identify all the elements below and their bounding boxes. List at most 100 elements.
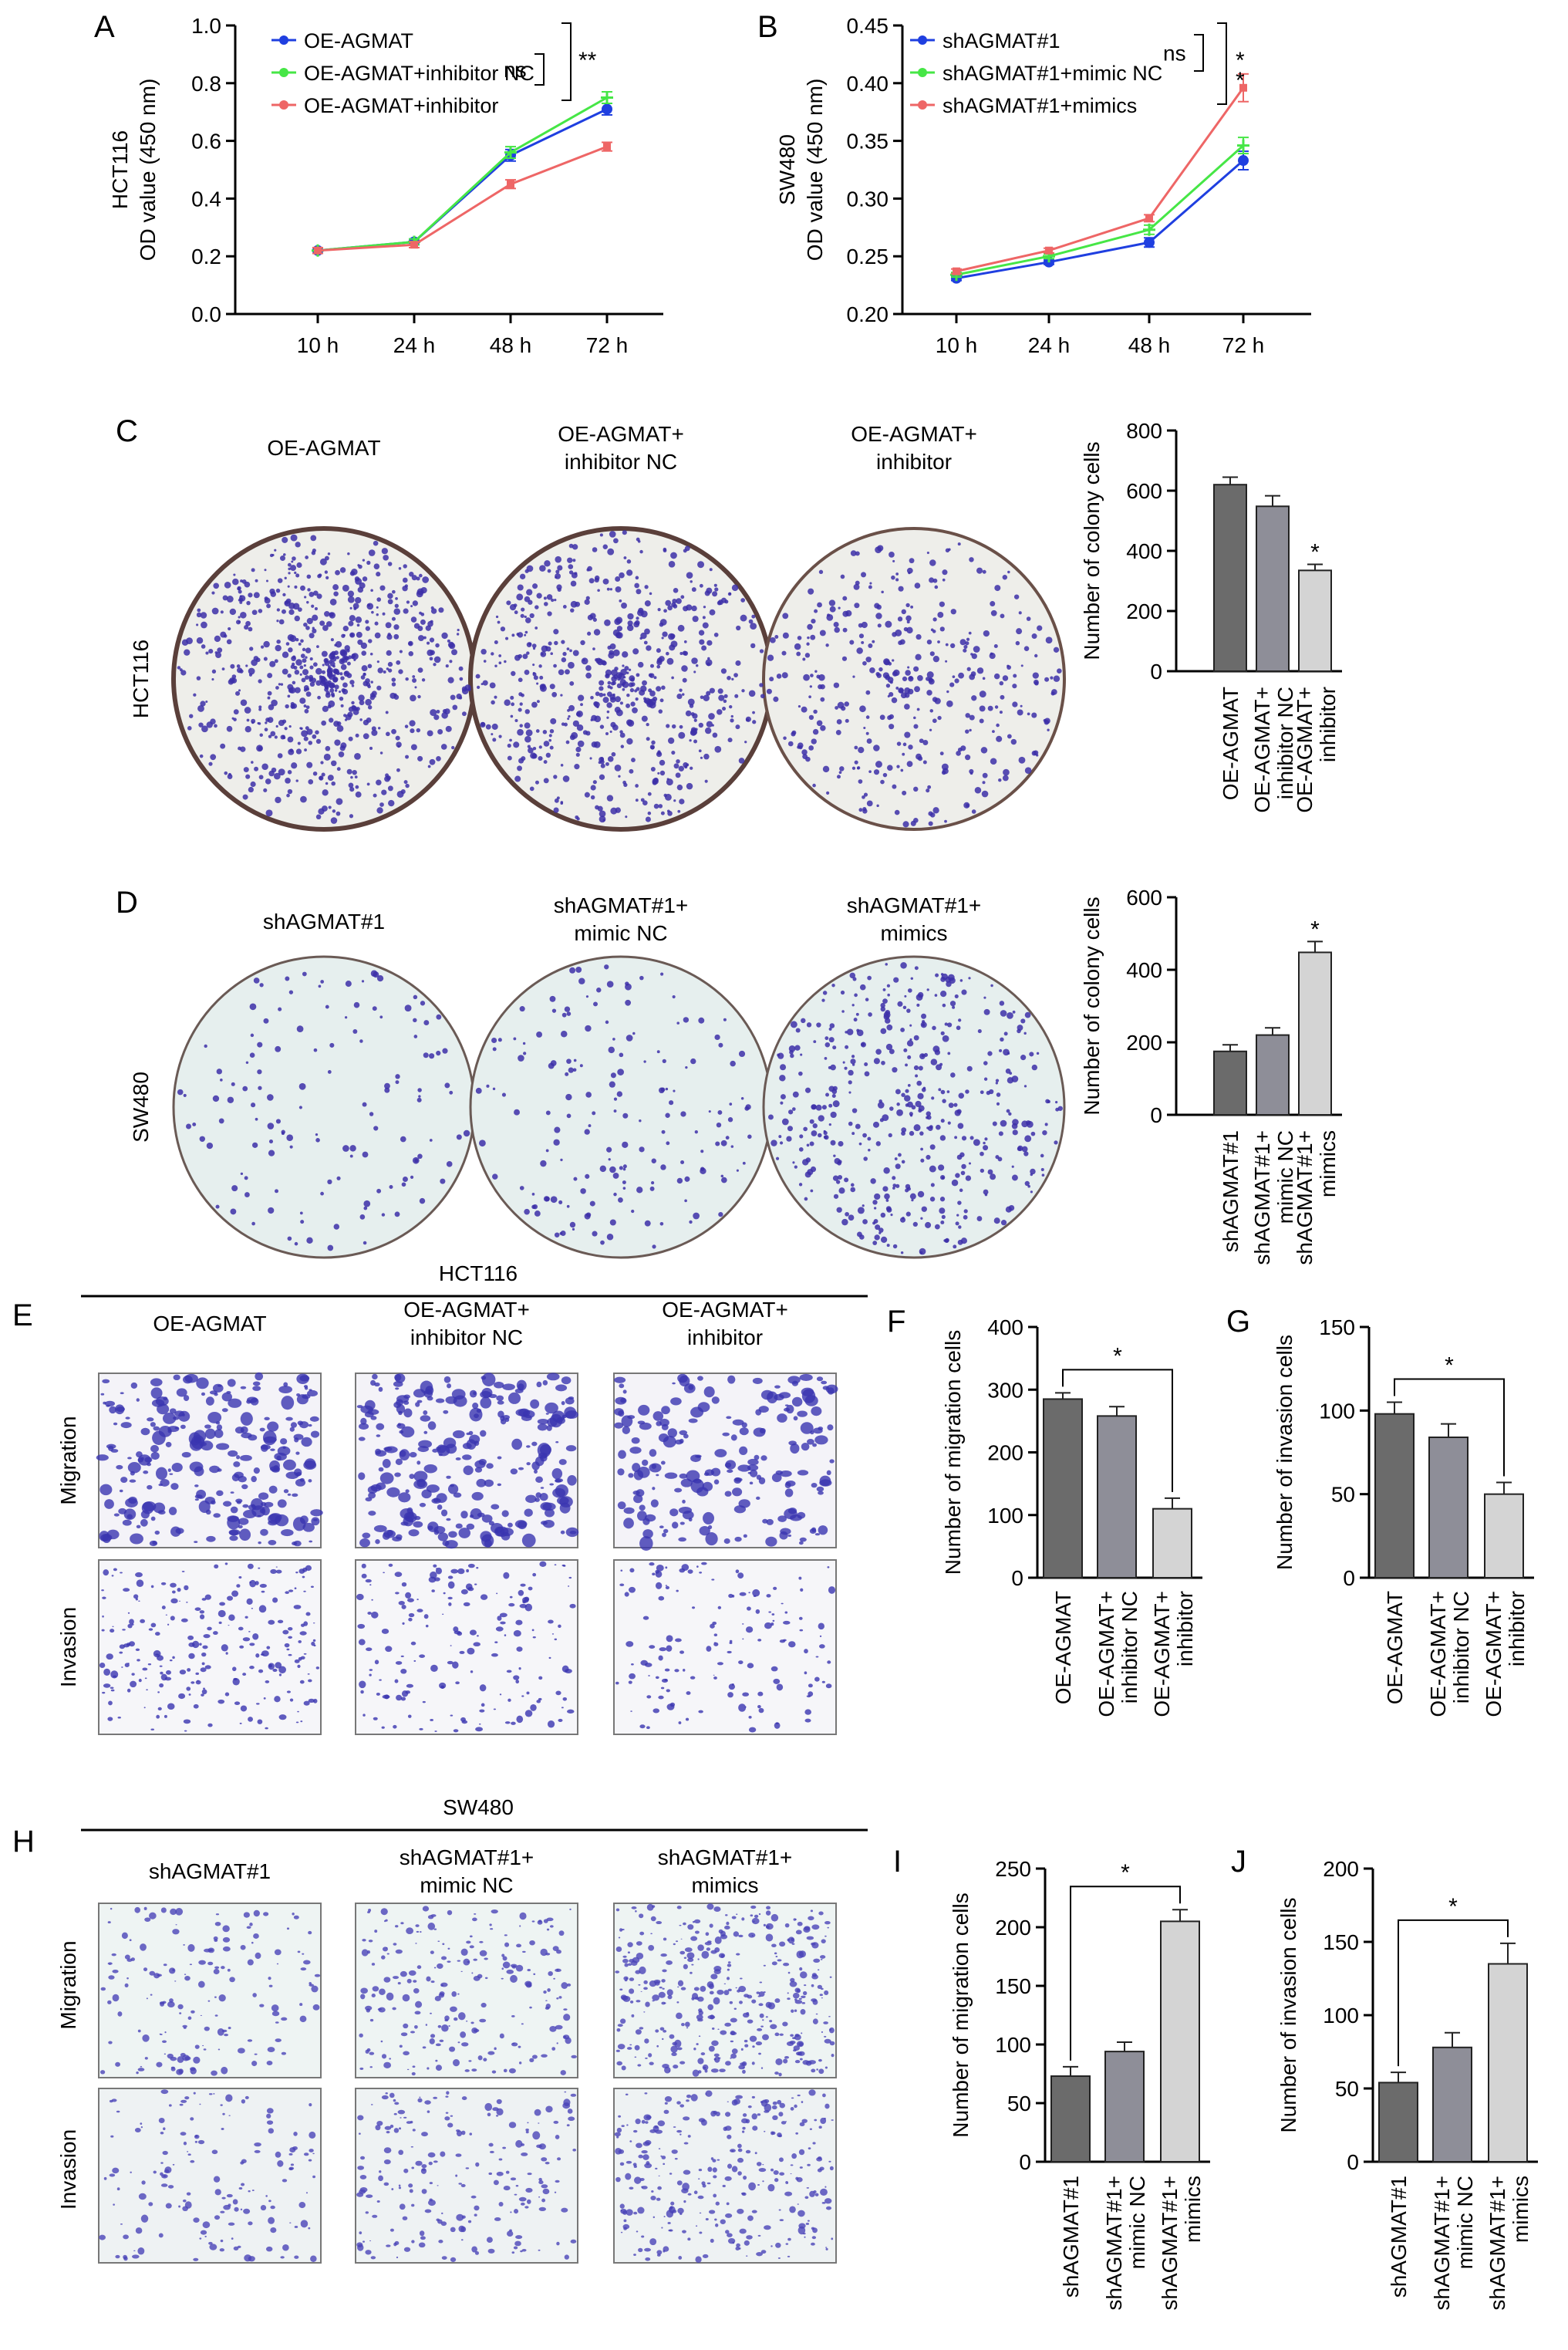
cell-dot	[502, 1383, 515, 1390]
legend-marker	[279, 35, 288, 45]
colony-dot	[510, 714, 514, 718]
colony-dot	[854, 760, 858, 765]
cell-dot	[801, 2032, 803, 2034]
cell-dot	[227, 1379, 236, 1387]
cell-dot	[639, 2027, 644, 2030]
colony-dot	[740, 598, 746, 603]
cell-dot	[281, 2051, 287, 2055]
colony-dot	[892, 1067, 898, 1073]
colony-dot	[571, 731, 578, 739]
cell-dot	[248, 1631, 251, 1633]
cell-dot	[704, 1941, 712, 1946]
cell-dot	[656, 1565, 664, 1572]
colony-dot	[798, 1147, 804, 1152]
colony-dot	[939, 1197, 946, 1202]
cell-dot	[818, 1911, 824, 1916]
colony-dot	[452, 704, 458, 711]
cell-dot	[240, 1412, 253, 1426]
colony-dot	[926, 690, 932, 696]
cell-dot	[252, 1633, 259, 1640]
cell-dot	[511, 1721, 516, 1725]
colony-dot	[730, 1060, 736, 1067]
cell-dot	[487, 2051, 495, 2055]
colony-dot	[459, 696, 463, 700]
colony-dot	[779, 1075, 786, 1082]
colony-dot	[957, 542, 961, 546]
colony-dot	[278, 1007, 282, 1011]
colony-dot	[945, 660, 948, 663]
colony-dot	[712, 732, 718, 738]
colony-dot	[1047, 1099, 1050, 1104]
cell-dot	[400, 1669, 407, 1674]
colony-dot	[498, 734, 502, 738]
cell-dot	[186, 2192, 191, 2196]
cell-dot	[558, 1996, 562, 1999]
colony-dot	[282, 668, 288, 675]
colony-dot	[759, 683, 764, 687]
cell-dot	[290, 1422, 298, 1428]
colony-dot	[663, 547, 667, 552]
colony-dot	[831, 983, 835, 988]
cell-dot	[702, 2064, 709, 2071]
cell-dot	[648, 2053, 652, 2058]
cell-dot	[513, 1675, 520, 1680]
colony-dot	[622, 1164, 627, 1169]
colony-dot	[196, 636, 204, 644]
cell-dot	[734, 1477, 743, 1482]
colony-dot	[932, 617, 937, 622]
colony-dot	[303, 664, 306, 667]
colony-dot	[838, 1187, 845, 1194]
colony-dot	[679, 688, 683, 692]
colony-dot	[1023, 646, 1030, 651]
cell-dot	[372, 2214, 378, 2218]
colony-dot	[622, 687, 626, 691]
colony-dot	[220, 610, 224, 614]
colony-dot	[524, 633, 527, 636]
y-tick-label: 0.45	[847, 14, 889, 38]
colony-dot	[882, 988, 886, 991]
colony-dot	[413, 1035, 418, 1038]
colony-dot	[1043, 718, 1047, 722]
cell-dot	[393, 2112, 397, 2115]
colony-dot	[305, 705, 310, 710]
cell-dot	[299, 1680, 305, 1684]
cell-dot	[213, 1936, 218, 1941]
colony-dot	[483, 660, 487, 663]
cell-dot	[209, 1949, 214, 1952]
cell-dot	[240, 1426, 248, 1434]
colony-dot	[895, 629, 902, 636]
cell-dot	[308, 2227, 311, 2230]
colony-dot	[367, 663, 373, 669]
colony-dot	[475, 674, 481, 679]
cell-dot	[229, 1977, 235, 1983]
cell-dot	[255, 1372, 264, 1381]
colony-dot	[853, 583, 860, 590]
col-label-shagmat: shAGMAT#1	[149, 1859, 271, 1883]
colony-dot	[287, 562, 292, 567]
cell-dot	[378, 2175, 383, 2182]
cell-dot	[538, 2122, 540, 2124]
colony-dot	[852, 977, 857, 981]
cell-dot	[102, 1615, 104, 1618]
colony-dot	[534, 605, 539, 609]
cell-dot	[688, 1384, 694, 1390]
colony-dot	[1012, 684, 1017, 689]
colony-dot	[653, 803, 659, 809]
cell-dot	[111, 1953, 116, 1957]
colony-dot	[680, 595, 685, 599]
colony-dot	[656, 686, 662, 692]
data-point	[1045, 246, 1053, 255]
colony-dot	[630, 701, 636, 707]
cell-dot	[134, 1906, 140, 1913]
data-point	[1144, 237, 1155, 248]
cell-dot	[748, 1592, 750, 1594]
colony-dot	[300, 639, 304, 643]
cell-dot	[676, 1906, 682, 1909]
cell-dot	[378, 2007, 386, 2013]
colony-dot	[810, 634, 816, 640]
cell-dot	[654, 1980, 660, 1986]
cell-dot	[771, 1613, 775, 1616]
colony-dot	[898, 586, 904, 592]
colony-dot	[585, 731, 591, 736]
colony-dot	[901, 1160, 905, 1164]
